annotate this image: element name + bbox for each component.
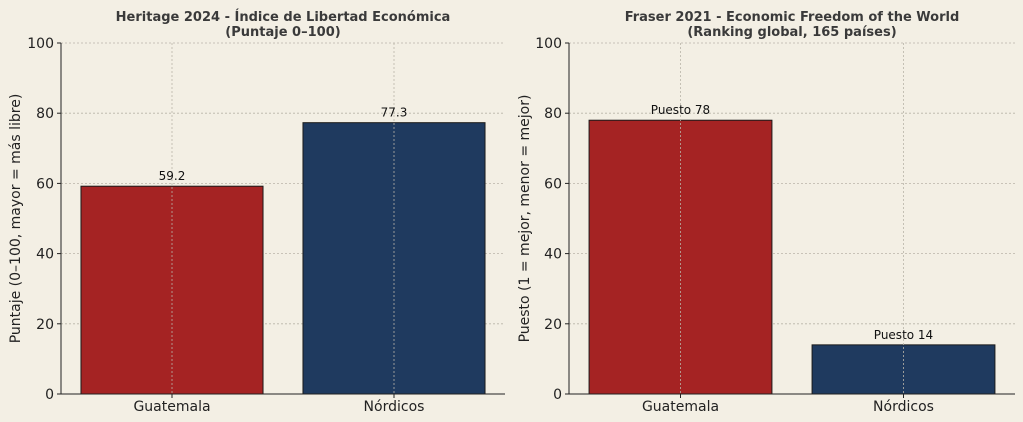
data-label: Puesto 14 (874, 328, 933, 342)
y-tick-label: 20 (36, 317, 54, 333)
y-axis-title: Puesto (1 = mejor, menor = mejor) (517, 95, 533, 343)
x-tick-label: Nórdicos (873, 399, 934, 415)
y-tick-label: 0 (553, 387, 562, 403)
y-tick-label: 60 (544, 176, 562, 192)
bar-guatemala (80, 185, 264, 395)
chart-title: Fraser 2021 - Economic Freedom of the Wo… (625, 10, 960, 25)
data-label: 77.3 (381, 106, 408, 120)
y-tick-label: 100 (27, 36, 54, 52)
bar-nordicos (811, 344, 996, 395)
y-axis-title: Puntaje (0–100, mayor = más libre) (8, 94, 24, 344)
y-tick-label: 80 (36, 106, 54, 122)
chart-subtitle: (Puntaje 0–100) (225, 25, 340, 40)
x-tick-label: Guatemala (642, 399, 719, 415)
y-tick-label: 100 (535, 36, 562, 52)
x-tick-label: Guatemala (133, 399, 210, 415)
chart-2: Puesto 78 Puesto 14 0 20 40 60 80 100 Guatemala N… (517, 10, 1015, 415)
y-tick-label: 40 (36, 247, 54, 263)
y-tick-label: 60 (36, 176, 54, 192)
chart-subtitle: (Ranking global, 165 países) (687, 25, 896, 40)
data-label: Puesto 78 (651, 103, 710, 117)
chart-title: Heritage 2024 - Índice de Libertad Econó… (116, 9, 451, 25)
y-tick-label: 0 (45, 387, 54, 403)
chart-1: 59.2 77.3 0 20 40 60 80 100 Guatemala Nórdicos Her… (8, 9, 505, 415)
y-tick-label: 20 (544, 317, 562, 333)
y-tick-label: 80 (544, 106, 562, 122)
y-tick-label: 40 (544, 247, 562, 263)
x-tick-label: Nórdicos (364, 399, 425, 415)
data-label: 59.2 (159, 169, 186, 183)
